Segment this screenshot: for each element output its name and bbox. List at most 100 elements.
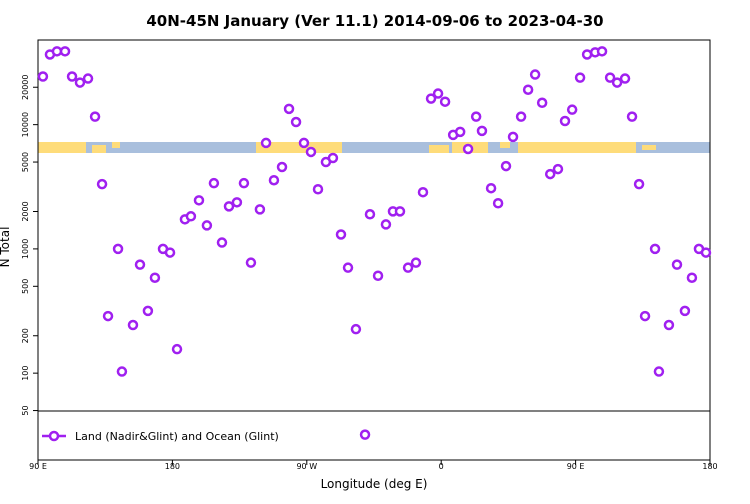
point (559, 115, 571, 127)
point (127, 319, 139, 331)
point (611, 77, 623, 88)
point (116, 366, 128, 377)
point (485, 182, 497, 194)
point (290, 116, 302, 128)
point (223, 201, 235, 212)
land-strip (500, 142, 510, 148)
land-strip (429, 145, 449, 153)
point (82, 73, 94, 84)
y-tick-label: 10000 (21, 112, 30, 137)
x-tick-label: 0 (439, 462, 444, 471)
point (142, 305, 154, 317)
point (515, 111, 527, 122)
point (51, 46, 63, 57)
point (185, 211, 197, 222)
point (350, 323, 362, 335)
point (245, 257, 257, 268)
point (417, 186, 429, 198)
point (238, 177, 250, 189)
land-strip (92, 145, 106, 153)
point (37, 71, 49, 82)
point (193, 195, 205, 206)
point (335, 229, 347, 240)
y-tick-label: 1000 (21, 239, 30, 259)
point (574, 72, 586, 83)
legend: Land (Nadir&Glint) and Ocean (Glint) (42, 430, 279, 443)
point (529, 69, 541, 80)
point (164, 247, 176, 258)
x-axis-label: Longitude (deg E) (321, 477, 428, 491)
point (552, 163, 564, 175)
point (544, 168, 556, 180)
legend-marker (48, 430, 60, 442)
point (439, 96, 451, 107)
point (402, 262, 414, 273)
point (394, 206, 406, 217)
point (700, 247, 712, 258)
ocean-strip (38, 142, 710, 153)
y-tick-label: 200 (21, 328, 30, 343)
point (649, 243, 661, 255)
point (626, 111, 638, 122)
y-axis-label: N Total (0, 227, 12, 268)
point (359, 429, 371, 440)
point (112, 243, 124, 255)
x-tick-label: 180 (702, 462, 717, 471)
point (507, 131, 519, 143)
point (283, 103, 295, 115)
point (671, 259, 683, 270)
point (410, 257, 422, 268)
point (59, 46, 71, 57)
legend-label: Land (Nadir&Glint) and Ocean (Glint) (75, 430, 279, 443)
y-tick-label: 2000 (21, 201, 30, 221)
point (425, 93, 437, 104)
y-tick-label: 50 (21, 405, 30, 415)
chart-title: 40N-45N January (Ver 11.1) 2014-09-06 to… (146, 12, 603, 30)
point (536, 97, 548, 109)
point (66, 71, 78, 82)
point (89, 111, 101, 122)
point (653, 366, 665, 377)
point (476, 125, 488, 137)
point (305, 146, 317, 158)
land-strip (256, 142, 342, 153)
x-tick-label: 90 E (29, 462, 47, 471)
point (231, 197, 243, 208)
point (74, 77, 86, 88)
point (454, 126, 466, 138)
point (566, 104, 578, 115)
point (679, 305, 691, 317)
point (134, 259, 146, 270)
x-tick-label: 90 W (296, 462, 317, 471)
y-tick-label: 20000 (21, 75, 30, 100)
point (327, 152, 339, 164)
y-tick-label: 100 (21, 366, 30, 381)
point (268, 174, 280, 186)
point (276, 161, 288, 173)
point (596, 46, 608, 57)
point (342, 262, 354, 273)
point (663, 319, 675, 331)
point (686, 272, 698, 283)
land-strip (642, 145, 656, 150)
land-strip (518, 142, 636, 153)
point (216, 237, 228, 248)
point (312, 184, 324, 195)
point (581, 49, 593, 60)
point (470, 111, 482, 122)
point (96, 178, 108, 190)
point (380, 219, 392, 230)
point (462, 143, 474, 155)
point (254, 204, 266, 215)
point (201, 220, 213, 231)
point (492, 198, 504, 209)
y-tick-label: 500 (21, 279, 30, 294)
point (208, 177, 220, 189)
point (639, 310, 651, 322)
map-strip (38, 142, 710, 153)
y-tick-label: 5000 (21, 152, 30, 172)
point (432, 88, 444, 99)
x-tick-label: 180 (165, 462, 180, 471)
